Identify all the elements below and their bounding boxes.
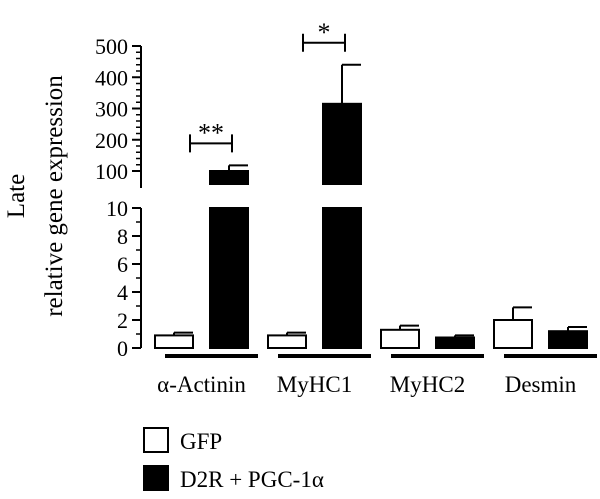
error-bars — [173, 63, 587, 338]
y-tick-label-lower: 2 — [117, 308, 128, 333]
bar — [493, 319, 533, 349]
y-axis-title-line-2: relative gene expression — [41, 75, 68, 317]
bar — [154, 334, 194, 349]
bar — [380, 328, 420, 349]
bar — [209, 207, 249, 349]
x-tick-label: MyHC2 — [390, 372, 465, 397]
y-axis-title: Late relative gene expression — [3, 75, 68, 317]
bar — [267, 334, 307, 349]
y-tick-label-lower: 8 — [117, 224, 128, 249]
y-axis-upper: 100 200 300 400 500 — [95, 34, 142, 188]
bar — [548, 330, 588, 350]
y-tick-label-upper: 100 — [95, 159, 128, 184]
y-axis-lower: 0 2 4 6 8 10 — [106, 196, 142, 361]
bar — [322, 207, 362, 349]
bar — [435, 336, 475, 349]
x-tick-label: MyHC1 — [277, 372, 352, 397]
y-tick-label-upper: 300 — [95, 97, 128, 122]
legend-swatch-d2r-pgc — [143, 465, 169, 491]
y-tick-label-lower: 6 — [117, 252, 128, 277]
legend-swatch-gfp — [143, 427, 169, 453]
legend: GFP D2R + PGC-1α — [143, 427, 324, 492]
y-axis-title-line-1: Late — [3, 174, 30, 218]
y-tick-label-upper: 500 — [95, 34, 128, 59]
x-axis: α-Actinin MyHC1 MyHC2 Desmin — [157, 354, 597, 397]
legend-label-d2r-pgc: D2R + PGC-1α — [180, 467, 324, 492]
y-tick-label-upper: 200 — [95, 128, 128, 153]
significance-annotations: *** — [189, 18, 346, 153]
bar — [322, 102, 362, 185]
significance-label: * — [318, 18, 331, 47]
x-tick-label: α-Actinin — [157, 372, 246, 397]
bar — [209, 170, 249, 185]
legend-label-gfp: GFP — [180, 429, 222, 454]
y-tick-label-upper: 400 — [95, 65, 128, 90]
significance-label: ** — [198, 118, 224, 147]
y-tick-label-lower: 10 — [106, 196, 128, 221]
y-tick-label-lower: 4 — [117, 280, 128, 305]
y-tick-label-lower: 0 — [117, 336, 128, 361]
x-tick-label: Desmin — [505, 372, 577, 397]
